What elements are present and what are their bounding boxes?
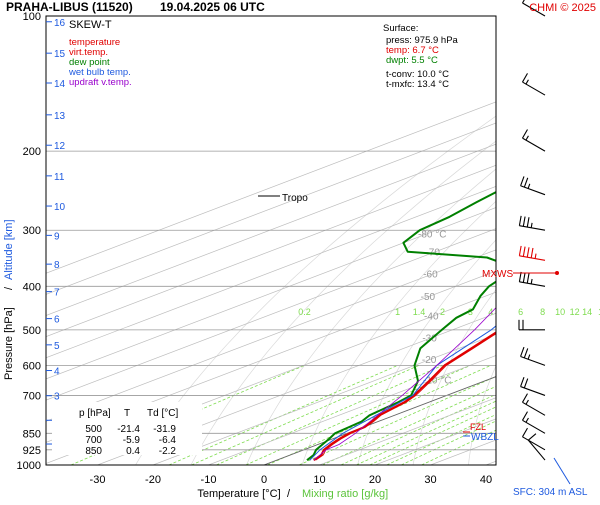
credit-link[interactable]: CHMI © 2025 (529, 2, 596, 14)
table-row-t: -5.9 (123, 435, 141, 446)
altitude-tick-label: 4 (54, 367, 60, 378)
altitude-tick-label: 6 (54, 315, 60, 326)
table-header-t: T (124, 408, 130, 419)
surface-heading: Surface: (383, 23, 418, 34)
pressure-tick-label: 600 (23, 360, 41, 372)
pressure-tick-label: 925 (23, 445, 41, 457)
isotherm-label: -50 (421, 292, 436, 303)
mixing-ratio-label: 6 (518, 307, 523, 317)
x-tick-label: 20 (369, 474, 381, 486)
table-header-p: p [hPa] (79, 408, 111, 419)
table-row-td: -31.9 (153, 424, 176, 435)
table-row-p: 850 (85, 446, 102, 457)
mixing-ratio-label: 1.4 (413, 307, 426, 317)
altitude-tick-label: 7 (54, 288, 60, 299)
altitude-tick-label: 12 (54, 141, 66, 152)
pressure-tick-label: 500 (23, 325, 41, 337)
station-title: PRAHA-LIBUS (11520) (6, 0, 133, 14)
wbzl-label: WBZL (471, 432, 499, 443)
pressure-tick-label: 200 (23, 146, 41, 158)
altitude-tick-label: 5 (54, 341, 60, 352)
sfc-note: SFC: 304 m ASL (513, 487, 588, 498)
surface-tmxfc: t-mxfc: 13.4 °C (386, 79, 449, 90)
mxws-dot (555, 271, 559, 275)
altitude-tick-label: 11 (54, 172, 65, 183)
levels-table: p [hPa] T Td [°C] 500 -21.4 -31.9 700 -5… (52, 402, 202, 457)
table-row-t: -21.4 (117, 424, 140, 435)
pressure-tick-label: 400 (23, 281, 41, 293)
datetime-title: 19.04.2025 06 UTC (160, 0, 265, 14)
isotherm-label: -20 (422, 355, 437, 366)
y-axis-title: Pressure [hPa] (3, 307, 15, 380)
tropopause-label: Tropo (282, 193, 308, 204)
mixing-ratio-label: 1 (395, 307, 400, 317)
altitude-tick-label: 8 (54, 260, 60, 271)
mixing-ratio-title: Mixing ratio [g/kg] (302, 488, 388, 500)
mixing-ratio-label: 8 (540, 307, 545, 317)
mixing-ratio-label: 14 (582, 307, 592, 317)
x-axis-title: Temperature [°C] (197, 488, 280, 500)
table-row-td: -2.2 (159, 446, 177, 457)
isotherm-label: -60 (423, 270, 438, 281)
x-tick-label: -20 (145, 474, 161, 486)
mixing-ratio-label: 0.2 (298, 307, 311, 317)
mixing-ratio-label: 2 (440, 307, 445, 317)
table-row-t: 0.4 (126, 446, 140, 457)
pressure-tick-label: 850 (23, 428, 41, 440)
isotherm-label: -80 °C (418, 229, 446, 240)
altitude-tick-label: 16 (54, 18, 66, 29)
isotherm-label: -40 (424, 312, 439, 323)
altitude-tick-label: 15 (54, 49, 66, 60)
surface-dwpt: dwpt: 5.5 °C (386, 55, 438, 66)
x-tick-label: 10 (313, 474, 325, 486)
altitude-tick-label: 13 (54, 111, 66, 122)
x-tick-label: 30 (424, 474, 436, 486)
altitude-tick-label: 9 (54, 231, 60, 242)
altitude-tick-label: 3 (54, 392, 60, 403)
table-row-p: 700 (85, 435, 102, 446)
mixing-ratio-label: 10 (555, 307, 565, 317)
table-header-td: Td [°C] (147, 408, 178, 419)
pressure-tick-label: 700 (23, 390, 41, 402)
altitude-tick-label: 10 (54, 202, 66, 213)
x-tick-label: 40 (480, 474, 492, 486)
pressure-tick-label: 300 (23, 225, 41, 237)
x-tick-label: 0 (261, 474, 267, 486)
mixing-ratio-label: 12 (570, 307, 580, 317)
altitude-axis-title: Altitude [km] (3, 219, 15, 280)
pressure-tick-label: 1000 (17, 460, 41, 472)
fzl-label: FZL (470, 422, 486, 432)
mixing-ratio-label: 4 (488, 307, 493, 317)
table-row-td: -6.4 (159, 435, 177, 446)
surface-info: Surface: press: 975.9 hPa temp: 6.7 °C d… (383, 19, 466, 91)
x-tick-label: -10 (201, 474, 217, 486)
mxws-label: MXWS (482, 269, 513, 280)
table-row-p: 500 (85, 424, 102, 435)
altitude-tick-label: 14 (54, 79, 66, 90)
x-tick-label: -30 (90, 474, 106, 486)
legend-updraft: updraft v.temp. (69, 77, 132, 88)
legend-title: SKEW-T (69, 19, 112, 31)
